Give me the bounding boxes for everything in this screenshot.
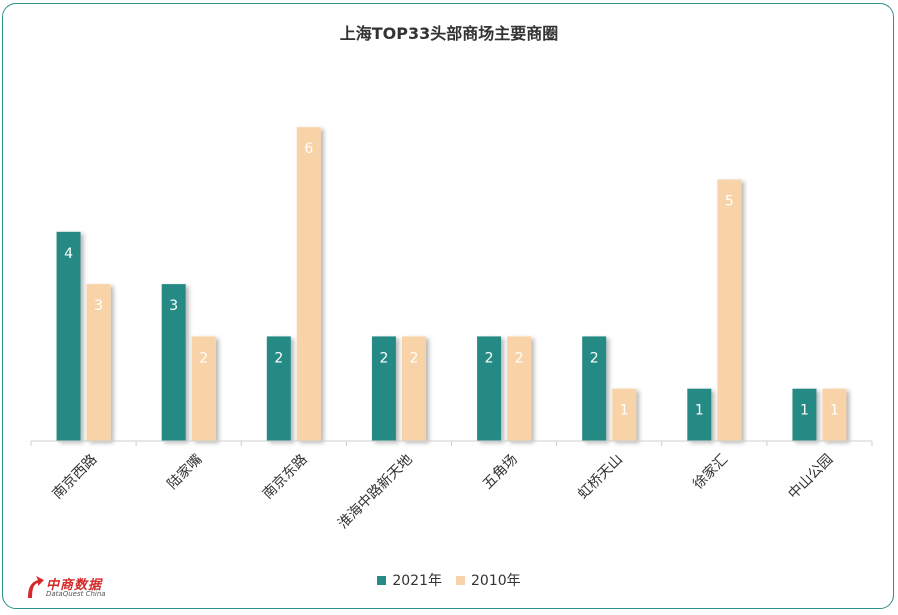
bar-2010年-五角场 [507, 336, 532, 441]
logo-arrow-icon [28, 576, 44, 598]
x-tick-label: 陆家嘴 [164, 451, 206, 493]
legend-swatch-2021 [377, 575, 387, 585]
bar-2010年-南京东路 [296, 127, 321, 441]
data-label: 2 [199, 350, 208, 366]
brand-logo: 中商数据 DataQuest China [24, 572, 134, 604]
bar-2021年-淮海中路新天地 [371, 336, 396, 441]
chart-frame [2, 3, 894, 609]
legend-label-2010: 2010年 [471, 573, 521, 589]
bar-2010年-淮海中路新天地 [401, 336, 426, 441]
chart-title: 上海TOP33头部商场主要商圈 [339, 24, 559, 43]
bar-2021年-徐家汇 [687, 388, 712, 441]
legend-label-2021: 2021年 [392, 573, 442, 589]
data-label: 1 [830, 403, 839, 419]
bar-2021年-南京西路 [56, 231, 81, 441]
legend-item-2010: 2010年 [456, 570, 521, 590]
x-tick-label: 南京西路 [49, 452, 100, 503]
bar-2021年-南京东路 [266, 336, 291, 441]
data-label: 6 [304, 141, 313, 157]
bar-2010年-徐家汇 [717, 179, 742, 441]
bar-2010年-陆家嘴 [191, 336, 216, 441]
data-label: 2 [485, 350, 494, 366]
legend-swatch-2010 [456, 575, 465, 585]
x-tick-label: 五角场 [480, 452, 521, 493]
x-tick-label: 南京东路 [260, 452, 311, 503]
data-label: 4 [64, 246, 73, 262]
bar-2021年-虹桥天山 [582, 336, 607, 441]
x-tick-label: 淮海中路新天地 [335, 452, 416, 533]
x-tick-label: 中山公园 [785, 452, 836, 503]
bar-2021年-中山公园 [792, 388, 817, 441]
data-label: 2 [379, 350, 388, 366]
data-label: 2 [409, 350, 418, 366]
data-label: 5 [725, 194, 734, 210]
data-label: 2 [274, 350, 283, 366]
x-tick-label: 徐家汇 [689, 451, 731, 493]
data-label: 1 [695, 403, 704, 419]
data-label: 3 [169, 298, 178, 314]
legend-item-2021: 2021年 [377, 570, 442, 590]
data-label: 2 [515, 350, 524, 366]
bar-2010年-虹桥天山 [612, 388, 637, 441]
bar-2010年-南京西路 [86, 284, 111, 441]
data-label: 3 [94, 298, 103, 314]
bar-2021年-陆家嘴 [161, 284, 186, 441]
data-label: 1 [620, 403, 629, 419]
x-tick-label: 虹桥天山 [575, 452, 626, 503]
logo-text-cn: 中商数据 [46, 578, 103, 593]
data-label: 1 [800, 403, 809, 419]
legend: 2021年 2010年 [0, 570, 898, 590]
bar-2010年-中山公园 [822, 388, 847, 441]
data-label: 2 [590, 350, 599, 366]
bar-2021年-五角场 [477, 336, 502, 441]
logo-text-en: DataQuest China [46, 590, 106, 598]
